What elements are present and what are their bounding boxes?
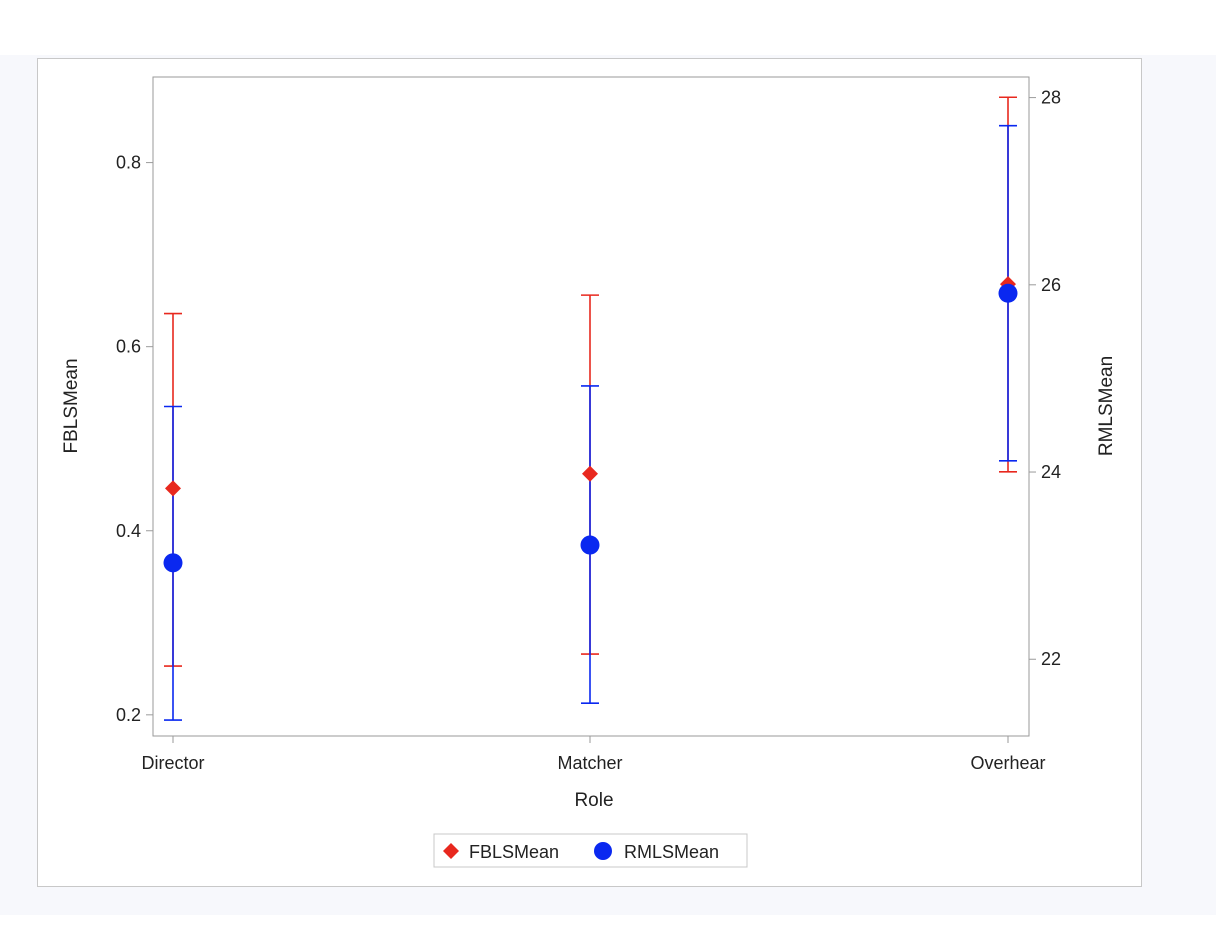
legend-circle-icon (594, 842, 612, 860)
y-tick-label: 0.4 (116, 521, 141, 541)
legend-label-rmlsmean: RMLSMean (624, 842, 719, 862)
y2-tick-label: 28 (1041, 88, 1061, 108)
x-tick-label: Director (141, 753, 204, 773)
point-rmlsmean (163, 553, 183, 573)
y-tick-label: 0.8 (116, 153, 141, 173)
legend-box (433, 833, 748, 868)
y2-tick-label: 24 (1041, 462, 1061, 482)
y-tick-label: 0.2 (116, 705, 141, 725)
y-axis-label: FBLSMean (61, 358, 82, 453)
legend-diamond-icon (443, 843, 459, 859)
y2-axis-label: RMLSMean (1096, 356, 1117, 456)
x-axis-label: Role (574, 790, 613, 811)
point-fblsmean (165, 480, 181, 497)
legend: FBLSMean RMLSMean (433, 833, 748, 868)
point-rmlsmean (580, 535, 600, 555)
y2-tick-label: 22 (1041, 649, 1061, 669)
plot-area (152, 76, 1030, 737)
x-tick-label: Overhear (970, 753, 1045, 773)
legend-label-fblsmean: FBLSMean (469, 842, 559, 862)
point-rmlsmean (998, 283, 1018, 303)
point-fblsmean (582, 465, 598, 482)
y-tick-label: 0.6 (116, 337, 141, 357)
markers (163, 276, 1018, 573)
y2-tick-label: 26 (1041, 275, 1061, 295)
axes: 0.2 0.4 0.6 0.8 22 24 26 28 Director Matcher Overh… (116, 88, 1061, 773)
x-tick-label: Matcher (557, 753, 622, 773)
